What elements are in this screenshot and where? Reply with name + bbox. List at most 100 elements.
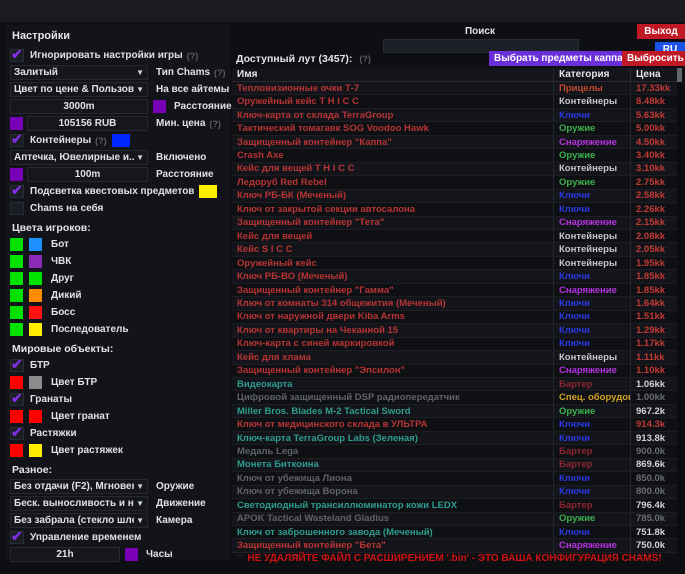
table-row[interactable]: Miller Bros. Blades M-2 Tactical Sword Ор… [232, 404, 677, 419]
grenades-row[interactable]: ✔ Гранаты [10, 390, 228, 407]
column-header-name[interactable]: Имя [237, 69, 258, 80]
table-row[interactable]: Ключ РБ-БК (Меченый) Ключи 2.58kk [232, 189, 677, 204]
search-input[interactable] [383, 39, 579, 53]
table-row[interactable]: Кейс для вещей T H I C C Контейнеры 3.10kk [232, 162, 677, 177]
tripwire-visible-swatch[interactable] [10, 444, 23, 457]
table-row[interactable]: Crash Axe Оружие 3.40kk [232, 149, 677, 163]
player-visible-swatch[interactable] [10, 255, 23, 268]
table-row[interactable]: Кейс для хлама Контейнеры 1.11kk [232, 351, 677, 365]
table-row[interactable]: Оружейный кейс Контейнеры 1.95kk [232, 256, 677, 271]
chams-self-checkbox[interactable]: ✔ [10, 202, 24, 215]
player-visible-swatch[interactable] [10, 306, 23, 319]
time-control-row[interactable]: ✔ Управление временем [10, 528, 228, 545]
player-color-swatch[interactable] [29, 306, 42, 319]
table-row[interactable]: Ключ от убежища Ворона Ключи 800.0k [232, 485, 677, 500]
player-visible-swatch[interactable] [10, 238, 23, 251]
tripwire-color-swatch[interactable] [29, 444, 42, 457]
table-row[interactable]: Защищенный контейнер "Эпсилон" Снаряжение… [232, 364, 677, 378]
grenades-checkbox[interactable]: ✔ [10, 390, 24, 406]
table-row[interactable]: Ключ от наружной двери Kiba Arms Ключи 1.5… [232, 310, 677, 325]
containers-distance-color-swatch[interactable] [10, 168, 23, 181]
table-row[interactable]: Кейс для вещей Контейнеры 2.08kk [232, 229, 677, 244]
table-scrollbar[interactable] [677, 68, 682, 556]
player-visible-swatch[interactable] [10, 323, 23, 336]
hours-input[interactable]: 21h [10, 547, 120, 562]
select-kappa-items-button[interactable]: Выбрать предметы каппа [489, 51, 628, 66]
table-row[interactable]: APOK Tactical Wasteland Gladius Оружие 785… [232, 512, 677, 526]
column-header-price[interactable]: Цена [630, 68, 677, 81]
chams-type-select[interactable]: Залитый ▼ [10, 65, 148, 80]
color-mode-select[interactable]: Цвет по цене & Пользователь ▼ [10, 82, 148, 97]
column-header-category[interactable]: Категория [553, 68, 630, 81]
ignore-game-settings-row[interactable]: ✔ Игнорировать настройки игры (?) [10, 46, 228, 63]
help-hint[interactable]: (?) [95, 135, 107, 146]
discard-all-button[interactable]: Выбросить все [622, 51, 685, 66]
player-color-swatch[interactable] [29, 289, 42, 302]
table-row[interactable]: Кейс S I C C Контейнеры 2.05kk [232, 243, 677, 257]
table-row[interactable]: Ключ от убежища Лиона Ключи 850.0k [232, 472, 677, 486]
table-row[interactable]: Ключ-карта TerraGroup Labs (Зеленая) Ключ… [232, 431, 677, 446]
tripwires-checkbox[interactable]: ✔ [10, 424, 24, 440]
tripwires-row[interactable]: ✔ Растяжки [10, 424, 228, 441]
help-hint[interactable]: (?) [359, 54, 371, 64]
table-row[interactable]: Светодиодный трансиллюминатор кожи LEDX Б… [232, 499, 677, 513]
time-control-checkbox[interactable]: ✔ [10, 528, 24, 544]
player-visible-swatch[interactable] [10, 289, 23, 302]
table-row[interactable]: Ключ-карта TerraGroup Labs (Синяя)Ключи7… [232, 552, 677, 556]
containers-checkbox[interactable]: ✔ [10, 131, 24, 147]
containers-filter-select[interactable]: Аптечка, Ювелирные и... ▼ [10, 150, 148, 165]
table-row[interactable]: Ледоруб Red Rebel Оружие 2.75kk [232, 176, 677, 190]
player-visible-swatch[interactable] [10, 272, 23, 285]
table-row[interactable]: Тактический томагавк SOG Voodoo Hawk Оруж… [232, 122, 677, 136]
min-price-color-swatch[interactable] [10, 117, 23, 130]
table-row[interactable]: Цифровой защищенный DSP радиопередатчик С… [232, 391, 677, 405]
exit-button[interactable]: Выход [637, 24, 685, 39]
scrollbar-thumb[interactable] [677, 68, 682, 82]
grenade-visible-swatch[interactable] [10, 410, 23, 423]
help-hint[interactable]: (?) [209, 118, 221, 129]
grenade-color-swatch[interactable] [29, 410, 42, 423]
table-row[interactable]: Ключ-карта от склада TerraGroup Ключи 5.63… [232, 108, 677, 123]
weapon-select[interactable]: Без отдачи (F2), Мгновенное п ▼ [10, 479, 148, 494]
table-row[interactable]: Монета Биткоина Бартер 869.6k [232, 458, 677, 473]
table-row[interactable]: Ключ РБ-ВО (Меченый) Ключи 1.85kk [232, 270, 677, 284]
quest-highlight-row[interactable]: ✔ Подсветка квестовых предметов [10, 182, 228, 199]
distance-input[interactable]: 3000m [10, 99, 148, 114]
chams-self-row[interactable]: ✔ Chams на себя [10, 201, 228, 216]
btr-color-swatch[interactable] [29, 376, 42, 389]
distance-color-swatch[interactable] [153, 100, 166, 113]
table-row[interactable]: Защищенный контейнер "Бета" Снаряжение 750… [232, 539, 677, 553]
ignore-game-settings-checkbox[interactable]: ✔ [10, 46, 24, 62]
btr-visible-swatch[interactable] [10, 376, 23, 389]
quest-highlight-checkbox[interactable]: ✔ [10, 182, 24, 198]
btr-row[interactable]: ✔ БТР [10, 356, 228, 373]
table-row[interactable]: Ключ от медицинского склада в УЛЬТРА Ключ… [232, 418, 677, 432]
table-row[interactable]: Ключ от квартиры на Чеканной 15 Ключи 1.29… [232, 324, 677, 338]
help-hint[interactable]: (?) [214, 67, 226, 78]
table-row[interactable]: Ключ от комнаты 314 общежития (Меченый) К… [232, 297, 677, 311]
camera-select[interactable]: Без забрала (стекло шлема) ▼ [10, 513, 148, 528]
hours-color-swatch[interactable] [125, 548, 138, 561]
table-row[interactable]: Медаль Lega Бартер 900.0k [232, 445, 677, 459]
movement-select[interactable]: Беск. выносливость и нет уста ▼ [10, 496, 148, 511]
player-color-swatch[interactable] [29, 238, 42, 251]
table-row[interactable]: Видеокарта Бартер 1.06kk [232, 377, 677, 392]
table-row[interactable]: Тепловизионные очки Т-7 Прицелы 17.33kk [232, 82, 677, 96]
table-row[interactable]: Защищенный контейнер "Гамма" Снаряжение 1.… [232, 283, 677, 298]
table-row[interactable]: Ключ-карта с синей маркировкой Ключи 1.17k… [232, 337, 677, 352]
table-row[interactable]: Защищенный контейнер "Каппа" Снаряжение 4.… [232, 135, 677, 150]
containers-row[interactable]: ✔ Контейнеры (?) [10, 131, 228, 148]
btr-checkbox[interactable]: ✔ [10, 356, 24, 372]
quest-highlight-color-swatch[interactable] [199, 185, 218, 198]
table-row[interactable]: Ключ от заброшенного завода (Меченый) Клю… [232, 525, 677, 540]
player-color-swatch[interactable] [29, 255, 42, 268]
table-row[interactable]: Защищенный контейнер "Тета" Снаряжение 2.1… [232, 216, 677, 230]
help-hint[interactable]: (?) [186, 50, 199, 61]
player-color-swatch[interactable] [29, 272, 42, 285]
table-row[interactable]: Оружейный кейс T H I C C Контейнеры 8.48kk [232, 95, 677, 109]
containers-color-swatch[interactable] [111, 134, 130, 147]
table-row[interactable]: Ключ от закрытой секции автосалона Ключи 2… [232, 203, 677, 217]
player-color-swatch[interactable] [29, 323, 42, 336]
containers-distance-input[interactable]: 100m [27, 167, 148, 182]
min-price-input[interactable]: 105156 RUB [27, 116, 148, 131]
